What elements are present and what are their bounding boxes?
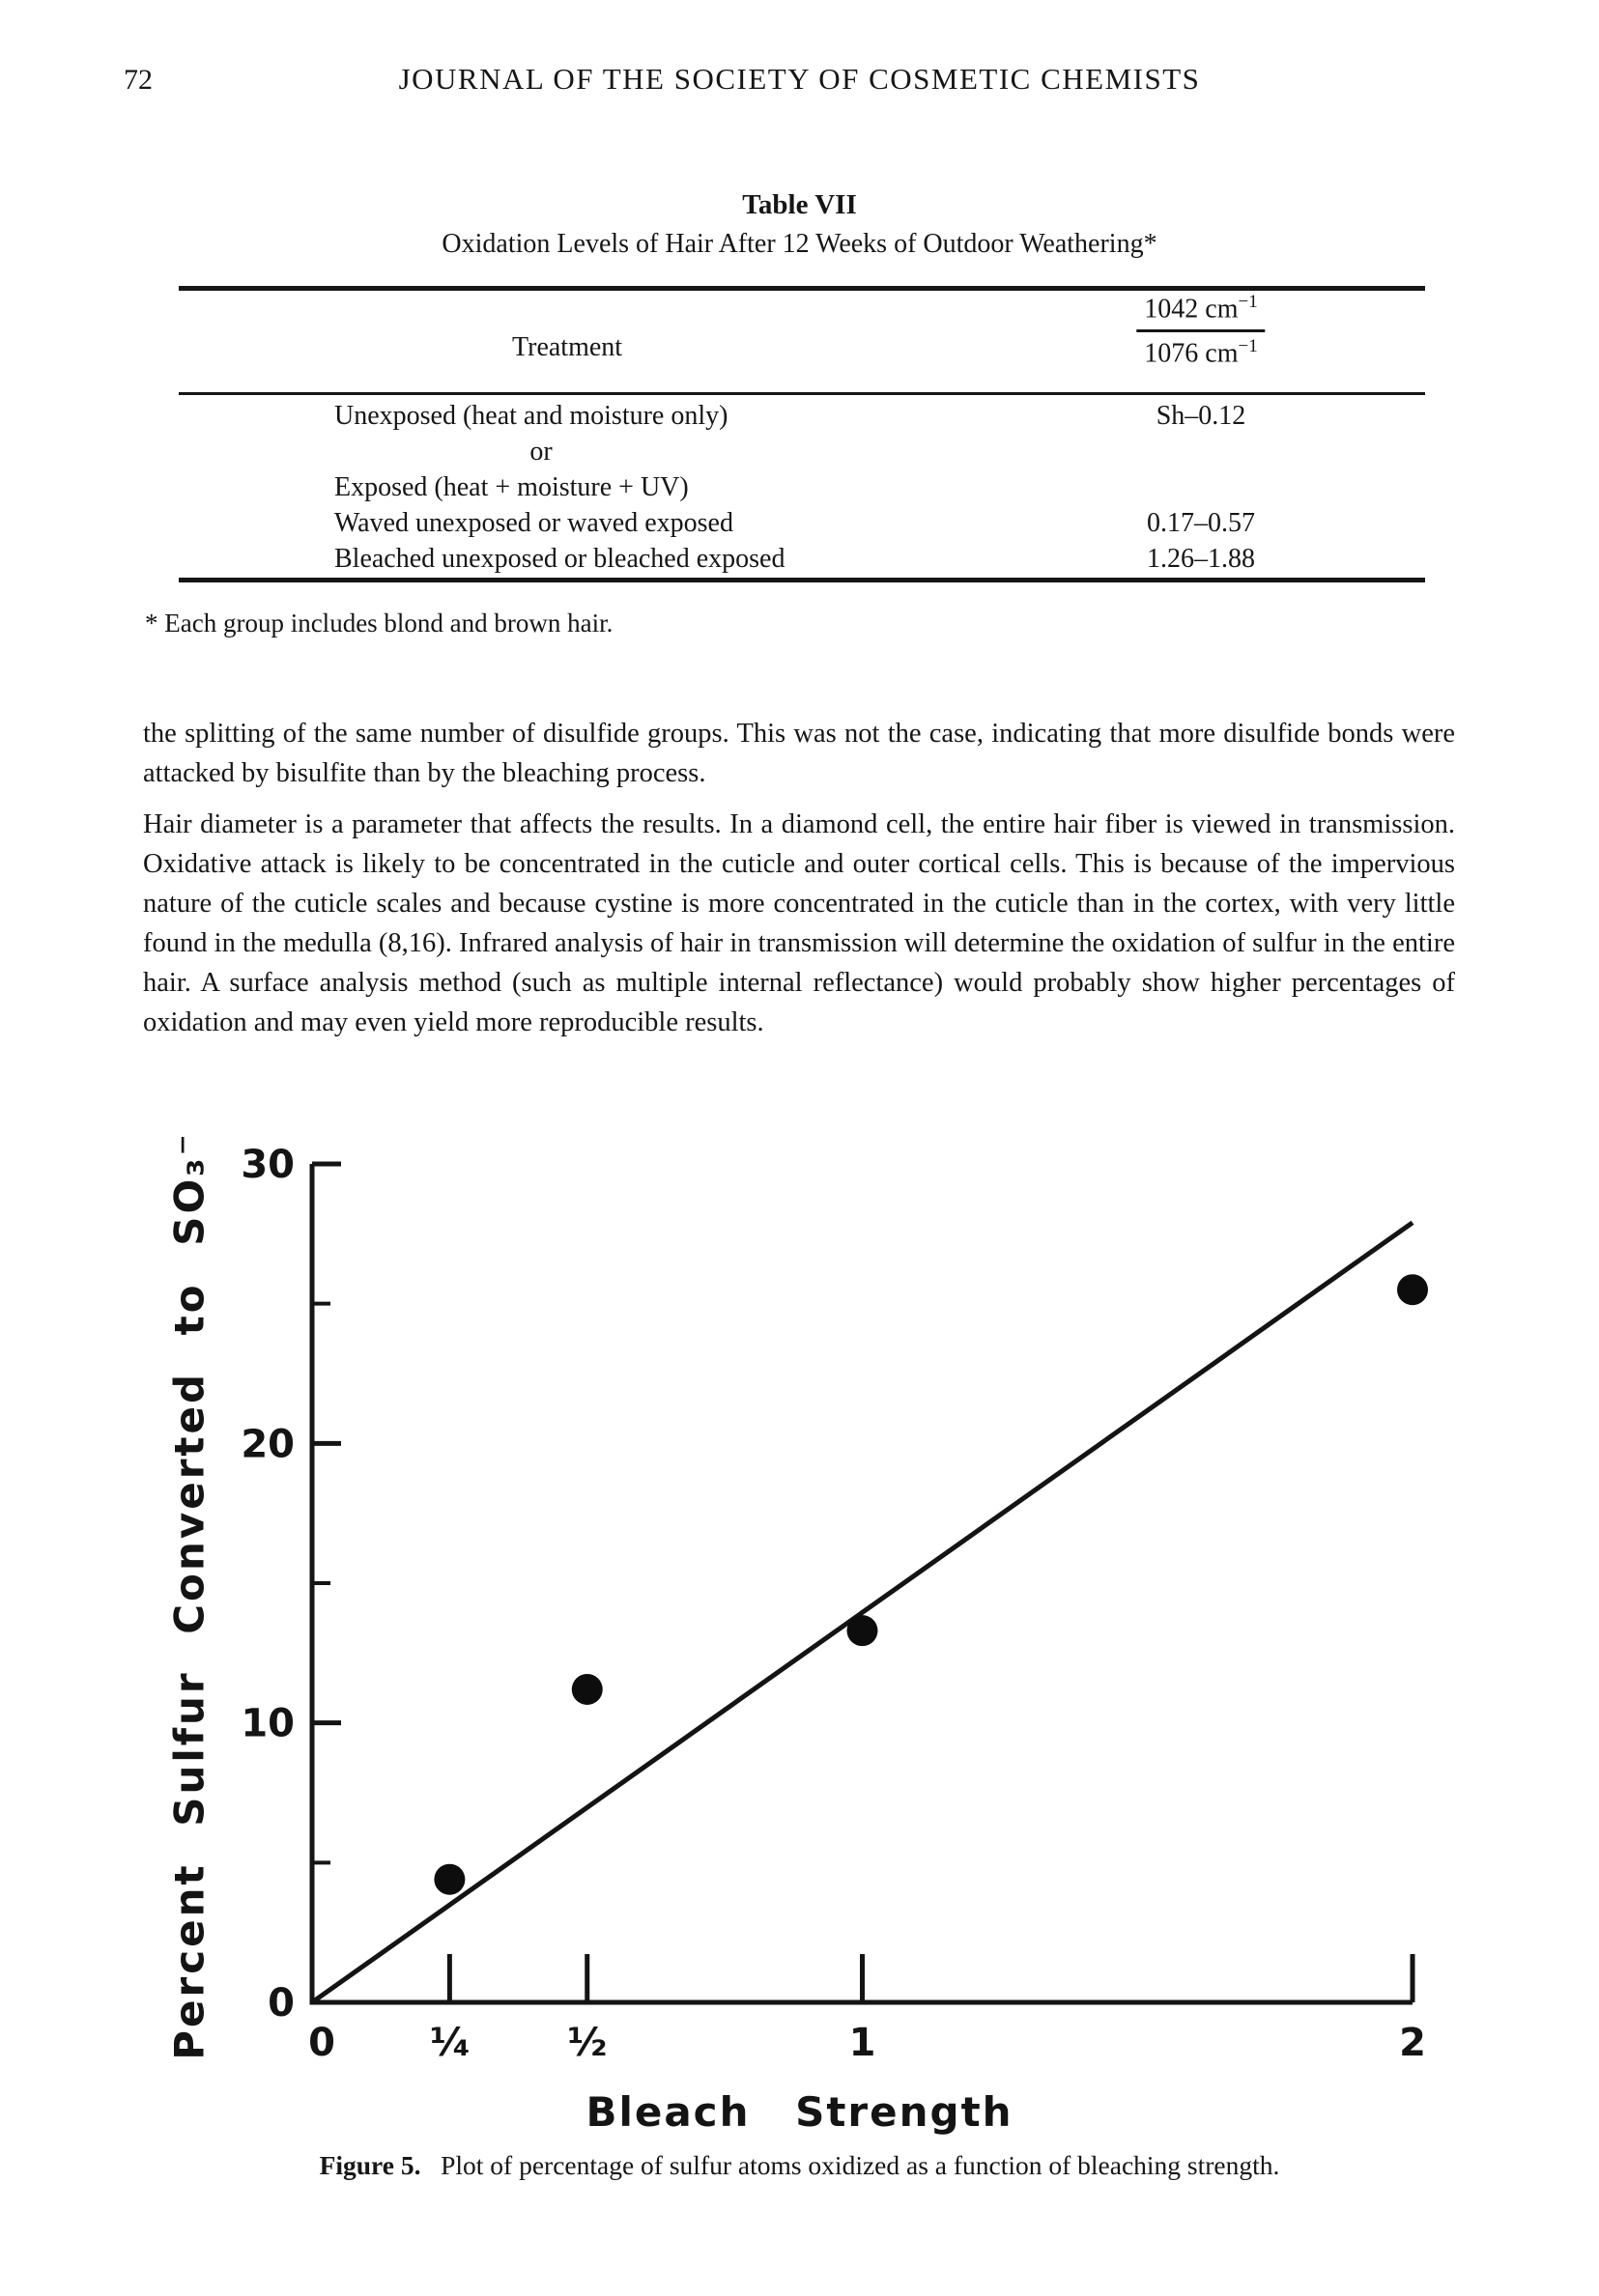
table-bottom-rule: [179, 578, 1425, 582]
y-tick-label: 30: [241, 1143, 295, 1187]
data-point: [1397, 1274, 1428, 1306]
y-tick-label: 10: [241, 1702, 295, 1746]
table-subtitle: Oxidation Levels of Hair After 12 Weeks …: [442, 229, 1157, 259]
ratio-numerator-exponent: −1: [1238, 292, 1258, 312]
x-axis-title: Bleach Strength: [585, 2088, 1014, 2136]
x-tick-label: ¹⁄₄: [430, 2021, 471, 2065]
table-row: or: [179, 434, 1425, 469]
table-footnote: * Each group includes blond and brown ha…: [145, 609, 614, 638]
table-row: Exposed (heat + moisture + UV): [179, 469, 1425, 505]
column-header-ratio: 1042 cm−1 1076 cm−1: [1136, 292, 1266, 370]
table-top-rule: [179, 286, 1425, 291]
ratio-denominator-text: 1076 cm: [1144, 338, 1239, 369]
table-row: Bleached unexposed or bleached exposed 1…: [179, 541, 1425, 577]
journal-header: JOURNAL OF THE SOCIETY OF COSMETIC CHEMI…: [398, 62, 1201, 96]
treatment-cell: Bleached unexposed or bleached exposed: [334, 544, 785, 574]
table-rows: Unexposed (heat and moisture only) Sh–0.…: [179, 398, 1425, 577]
ratio-denominator: 1076 cm−1: [1136, 332, 1265, 369]
value-cell: Sh–0.12: [1156, 401, 1246, 431]
data-point: [434, 1863, 466, 1895]
x-tick-label: 0: [308, 2021, 335, 2065]
treatment-cell: or: [529, 437, 553, 467]
axes-lines: [309, 1164, 1413, 2005]
figure-caption: Figure 5. Plot of percentage of sulfur a…: [0, 2150, 1599, 2181]
y-tick-label: 0: [268, 1981, 295, 2026]
treatment-cell: Exposed (heat + moisture + UV): [334, 472, 689, 502]
treatment-cell: Waved unexposed or waved exposed: [334, 508, 733, 538]
x-tick-label: 2: [1399, 2021, 1426, 2065]
table-vii: Treatment 1042 cm−1 1076 cm−1 Unexposed …: [179, 286, 1425, 587]
y-axis-title: Percent Sulfur Converted to SO₃⁻: [165, 1131, 214, 2060]
figure-caption-text: Plot of percentage of sulfur atoms oxidi…: [441, 2150, 1280, 2180]
y-tick-label: 20: [241, 1422, 295, 1466]
page-number: 72: [124, 64, 153, 96]
ratio-numerator-text: 1042 cm: [1144, 294, 1239, 325]
fit-line: [310, 1220, 1414, 2005]
data-point: [571, 1673, 603, 1705]
body-paragraph: Hair diameter is a parameter that affect…: [143, 808, 1455, 1037]
data-point: [846, 1615, 878, 1647]
table-row: Unexposed (heat and moisture only) Sh–0.…: [179, 398, 1425, 434]
x-tick-label: ¹⁄₂: [567, 2021, 608, 2065]
column-header-treatment: Treatment: [512, 332, 623, 362]
ratio-numerator: 1042 cm−1: [1136, 292, 1266, 333]
x-tick-label: 1: [849, 2021, 876, 2065]
value-cell: 1.26–1.88: [1147, 544, 1255, 574]
figure-caption-label: Figure 5.: [319, 2150, 421, 2180]
ratio-denominator-exponent: −1: [1238, 336, 1258, 357]
body-paragraph: the splitting of the same number of disu…: [143, 718, 1455, 788]
value-cell: 0.17–0.57: [1147, 508, 1255, 538]
table-header-rule: [179, 392, 1425, 395]
treatment-cell: Unexposed (heat and moisture only): [334, 401, 728, 431]
table-title: Table VII: [742, 189, 857, 220]
table-row: Waved unexposed or waved exposed 0.17–0.…: [179, 505, 1425, 541]
